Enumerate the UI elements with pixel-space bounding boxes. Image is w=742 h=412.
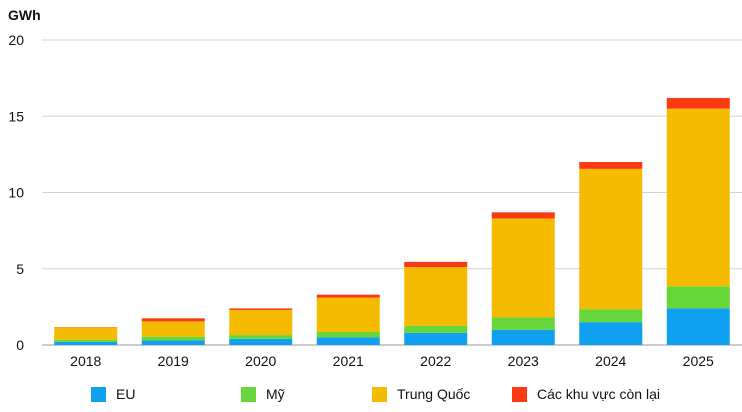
bar-segment-2020-s3 <box>229 308 293 310</box>
legend-item: Trung Quốc <box>372 384 470 404</box>
x-tick-label: 2019 <box>158 353 189 369</box>
x-tick-label: 2024 <box>595 353 626 369</box>
bar-segment-2018-s1 <box>54 339 118 342</box>
bar-segment-2021-s2 <box>316 297 380 333</box>
bar-segment-2022-s2 <box>404 267 468 326</box>
x-tick-label: 2018 <box>70 353 101 369</box>
y-tick-label: 5 <box>16 261 24 277</box>
x-tick-label: 2021 <box>333 353 364 369</box>
legend-label: Các khu vực còn lại <box>537 386 660 402</box>
bar-segment-2024-s0 <box>579 322 643 345</box>
bar-segment-2023-s2 <box>491 218 555 318</box>
bar-segment-2024-s1 <box>579 309 643 323</box>
bar-segment-2025-s1 <box>666 286 730 309</box>
legend-label: Trung Quốc <box>397 386 471 402</box>
bar-segment-2019-s2 <box>141 321 205 337</box>
y-tick-label: 15 <box>8 108 24 124</box>
bar-segment-2019-s3 <box>141 318 205 322</box>
bar-segment-2022-s0 <box>404 332 468 345</box>
bar-segment-2023-s3 <box>491 212 555 219</box>
legend-swatch <box>372 386 387 402</box>
x-tick-label: 2023 <box>508 353 539 369</box>
legend-label: Mỹ <box>266 386 285 402</box>
bar-segment-2020-s2 <box>229 309 293 336</box>
bar-segment-2021-s1 <box>316 332 380 338</box>
legend-swatch <box>91 386 106 402</box>
bar-segment-2022-s3 <box>404 261 468 268</box>
legend-item: EU <box>91 384 135 404</box>
y-tick-label: 20 <box>8 32 24 48</box>
bar-segment-2021-s0 <box>316 337 380 345</box>
bar-segment-2025-s2 <box>666 108 730 287</box>
bar-segment-2020-s1 <box>229 335 293 339</box>
bar-segment-2020-s0 <box>229 338 293 345</box>
bar-segment-2023-s0 <box>491 329 555 345</box>
y-tick-labels: 0 5 10 15 20 <box>8 32 24 353</box>
legend-swatch <box>241 386 256 402</box>
legend: EU Mỹ Trung Quốc Các khu vực còn lại <box>0 384 742 406</box>
legend-item: Mỹ <box>241 384 285 404</box>
x-tick-label: 2022 <box>420 353 451 369</box>
y-axis-label: GWh <box>8 7 41 23</box>
bar-segment-2018-s2 <box>54 327 118 340</box>
x-tick-labels: 2018 2019 2020 2021 2022 2023 2024 2025 <box>70 353 714 369</box>
bar-segment-2021-s3 <box>316 294 380 298</box>
bar-segment-2023-s1 <box>491 317 555 330</box>
legend-item: Các khu vực còn lại <box>512 384 660 404</box>
bar-segment-2018-s0 <box>54 341 118 345</box>
bar-segment-2019-s0 <box>141 340 205 345</box>
bars <box>54 97 730 345</box>
bar-segment-2019-s1 <box>141 336 205 341</box>
y-tick-label: 0 <box>16 337 24 353</box>
bar-segment-2025-s3 <box>666 97 730 109</box>
bar-segment-2025-s0 <box>666 308 730 345</box>
bar-segment-2024-s3 <box>579 162 643 169</box>
bar-segment-2024-s2 <box>579 168 643 310</box>
bar-segment-2022-s1 <box>404 325 468 333</box>
legend-label: EU <box>116 386 136 402</box>
x-tick-label: 2020 <box>245 353 276 369</box>
x-tick-label: 2025 <box>683 353 714 369</box>
y-tick-label: 10 <box>8 185 24 201</box>
legend-swatch <box>512 386 527 402</box>
